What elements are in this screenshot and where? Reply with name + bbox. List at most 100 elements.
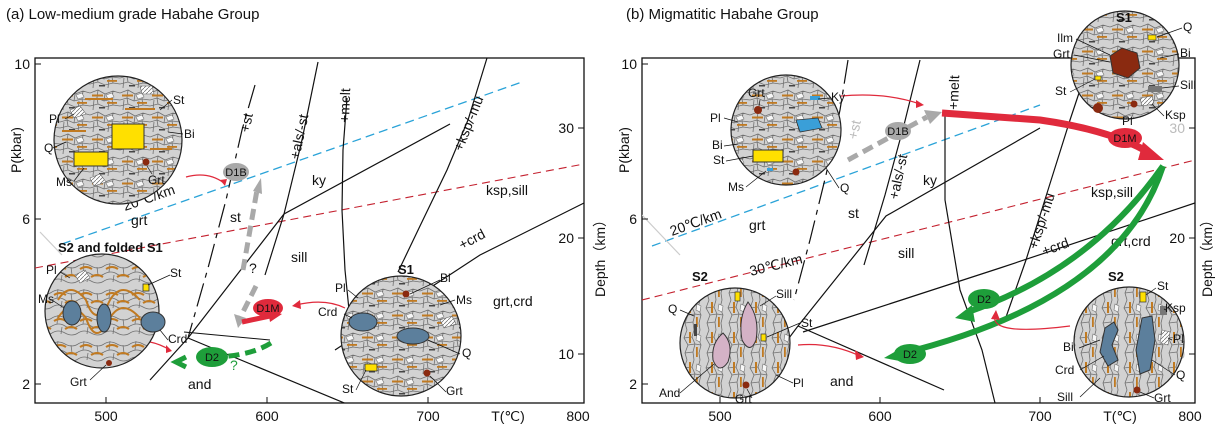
thin-section-b3: [679, 287, 791, 399]
mineral-st-a3: St: [342, 382, 354, 396]
p-tick-6-b: 6: [629, 211, 637, 227]
mineral-ksp-b4: Ksp: [1165, 301, 1186, 315]
t-tick-800-a: 800: [566, 408, 590, 424]
mineral-grt-b2: Grt: [1053, 47, 1070, 61]
mineral-st-b2: St: [1055, 84, 1067, 98]
mineral-grt-b1: Grt: [748, 86, 765, 100]
field-ky-a: ky: [312, 172, 326, 188]
mineral-ms-a3: Ms: [456, 293, 472, 307]
depth-tick-20-b: 20: [1169, 230, 1185, 246]
connector-arrow-3-a: [295, 301, 346, 309]
reaction-ksp-mu-line-b: [1004, 59, 1091, 321]
mineral-sill-b2: Sill: [1180, 78, 1196, 92]
t-tick-500-a: 500: [94, 408, 118, 424]
panel-a-title: (a) Low-medium grade Habahe Group: [6, 6, 260, 23]
mineral-ilm-b2: Ilm: [1057, 31, 1073, 45]
label-melt-reaction-a: +melt: [336, 88, 353, 123]
thin-section-b1: [730, 74, 842, 186]
axis-ticks-a: [35, 63, 584, 403]
mineral-bi-b2: Bi: [1180, 46, 1191, 60]
mineral-q-b2: Q: [1183, 20, 1192, 34]
label-st-reaction-a: +st: [236, 112, 256, 134]
and-sill-boundary-b: [797, 325, 945, 391]
d1b-label-a: D1B: [225, 167, 246, 179]
mineral-st-b3: St: [801, 316, 813, 330]
mineral-pl-b3: Pl: [793, 376, 804, 390]
d2-label-a: D2: [205, 352, 219, 364]
d1b-path-lower-a: [237, 284, 259, 320]
p-tick-6-a: 6: [22, 211, 30, 227]
field-grt-a: grt: [131, 212, 147, 228]
reaction-ksp-mu-line-a: [397, 58, 488, 273]
d2-badge-lower-b: [894, 344, 926, 364]
p-tick-10-b: 10: [621, 56, 637, 72]
mineral-pl-b1: Pl: [710, 111, 721, 125]
thin-section-b2: [1070, 10, 1180, 120]
t-axis-label-a: T(℃): [491, 408, 525, 424]
connector-arrow-3-b: [994, 315, 1071, 330]
depth-tick-30-a: 30: [558, 120, 574, 136]
p-axis-label-a: P(kbar): [8, 127, 24, 173]
mineral-q-a1: Q: [44, 141, 53, 155]
thin-section-a3: [340, 275, 462, 397]
mineral-ky-b1: Ky: [831, 90, 845, 104]
mineral-st-b1: St: [713, 153, 725, 167]
field-ksp-sill-a: ksp,sill: [486, 182, 528, 198]
t-axis-label-b: T(℃): [1103, 408, 1137, 424]
field-grt-b: grt: [749, 217, 765, 233]
t-tick-700-a: 700: [416, 408, 440, 424]
circle-title-b3: S2: [692, 269, 708, 284]
gradient-20-line-a: [61, 81, 523, 245]
d2-label-upper-b: D2: [977, 294, 991, 306]
connector-arrow-1-b: [840, 94, 921, 105]
t-tick-800-b: 800: [1178, 408, 1202, 424]
d1m-arrowhead-b: [1138, 142, 1164, 160]
mineral-ms-a1: Ms: [56, 175, 72, 189]
field-ky-b: ky: [923, 172, 937, 188]
mineral-pl-b2: Pl: [1122, 114, 1133, 128]
d1m-path-a: [241, 313, 271, 325]
mineral-grt-a2: Grt: [70, 375, 87, 389]
mineral-bi-a1: Bi: [184, 127, 195, 141]
thin-section-b4: [1073, 286, 1185, 398]
d1b-arrowhead-b: [924, 110, 942, 124]
d1b-path-a: [240, 189, 260, 271]
mineral-sill-b4: Sill: [1057, 390, 1073, 404]
t-tick-600-a: 600: [255, 408, 279, 424]
grey-guide-b: [642, 214, 681, 256]
depth-axis-label-a: Depth（km）: [592, 213, 608, 297]
mineral-crd-a3: Crd: [318, 305, 337, 319]
field-st-b: st: [848, 205, 859, 221]
reaction-melt-line-b: [944, 112, 996, 403]
field-ksp-sill-b: ksp,sill: [1091, 184, 1133, 200]
circle-title-b4: S2: [1108, 269, 1124, 284]
mineral-ksp-b2: Ksp: [1165, 108, 1186, 122]
crd-leader-a: [183, 331, 271, 341]
mineral-crd-b4: Crd: [1055, 363, 1074, 377]
question-mark-2-a: ?: [230, 357, 238, 373]
field-st-a: st: [230, 209, 241, 225]
t-tick-500-b: 500: [708, 408, 732, 424]
mineral-bi-a3: Bi: [440, 271, 451, 285]
d1m-badge-a: [253, 299, 283, 317]
d2-arrowhead-upper-b: [955, 305, 975, 322]
mineral-ms-a2: Ms: [38, 292, 54, 306]
d1m-badge-b: [1108, 128, 1142, 148]
field-sill-a: sill: [291, 249, 307, 265]
field-and-b: and: [830, 373, 853, 389]
mineral-st-a2: St: [170, 266, 182, 280]
panel-b-title: (b) Migmatitic Habahe Group: [626, 6, 819, 23]
gradient-30-line-a: [35, 163, 584, 269]
d1m-label-b: D1M: [1113, 133, 1136, 145]
axis-ticks-b: [642, 63, 1195, 403]
d1b-label-b: D1B: [887, 126, 908, 138]
d1b-lower-arrowhead-a: [234, 314, 246, 328]
mineral-pl-a1: Pl: [49, 112, 60, 126]
reaction-st-line-a: [187, 84, 256, 339]
mineral-grt-b3: Grt: [735, 392, 752, 406]
mineral-bi-b4: Bi: [1063, 340, 1074, 354]
d2-badge-upper-b: [968, 289, 1000, 309]
mineral-st-b4: St: [1157, 279, 1169, 293]
d1m-label-a: D1M: [256, 303, 279, 315]
